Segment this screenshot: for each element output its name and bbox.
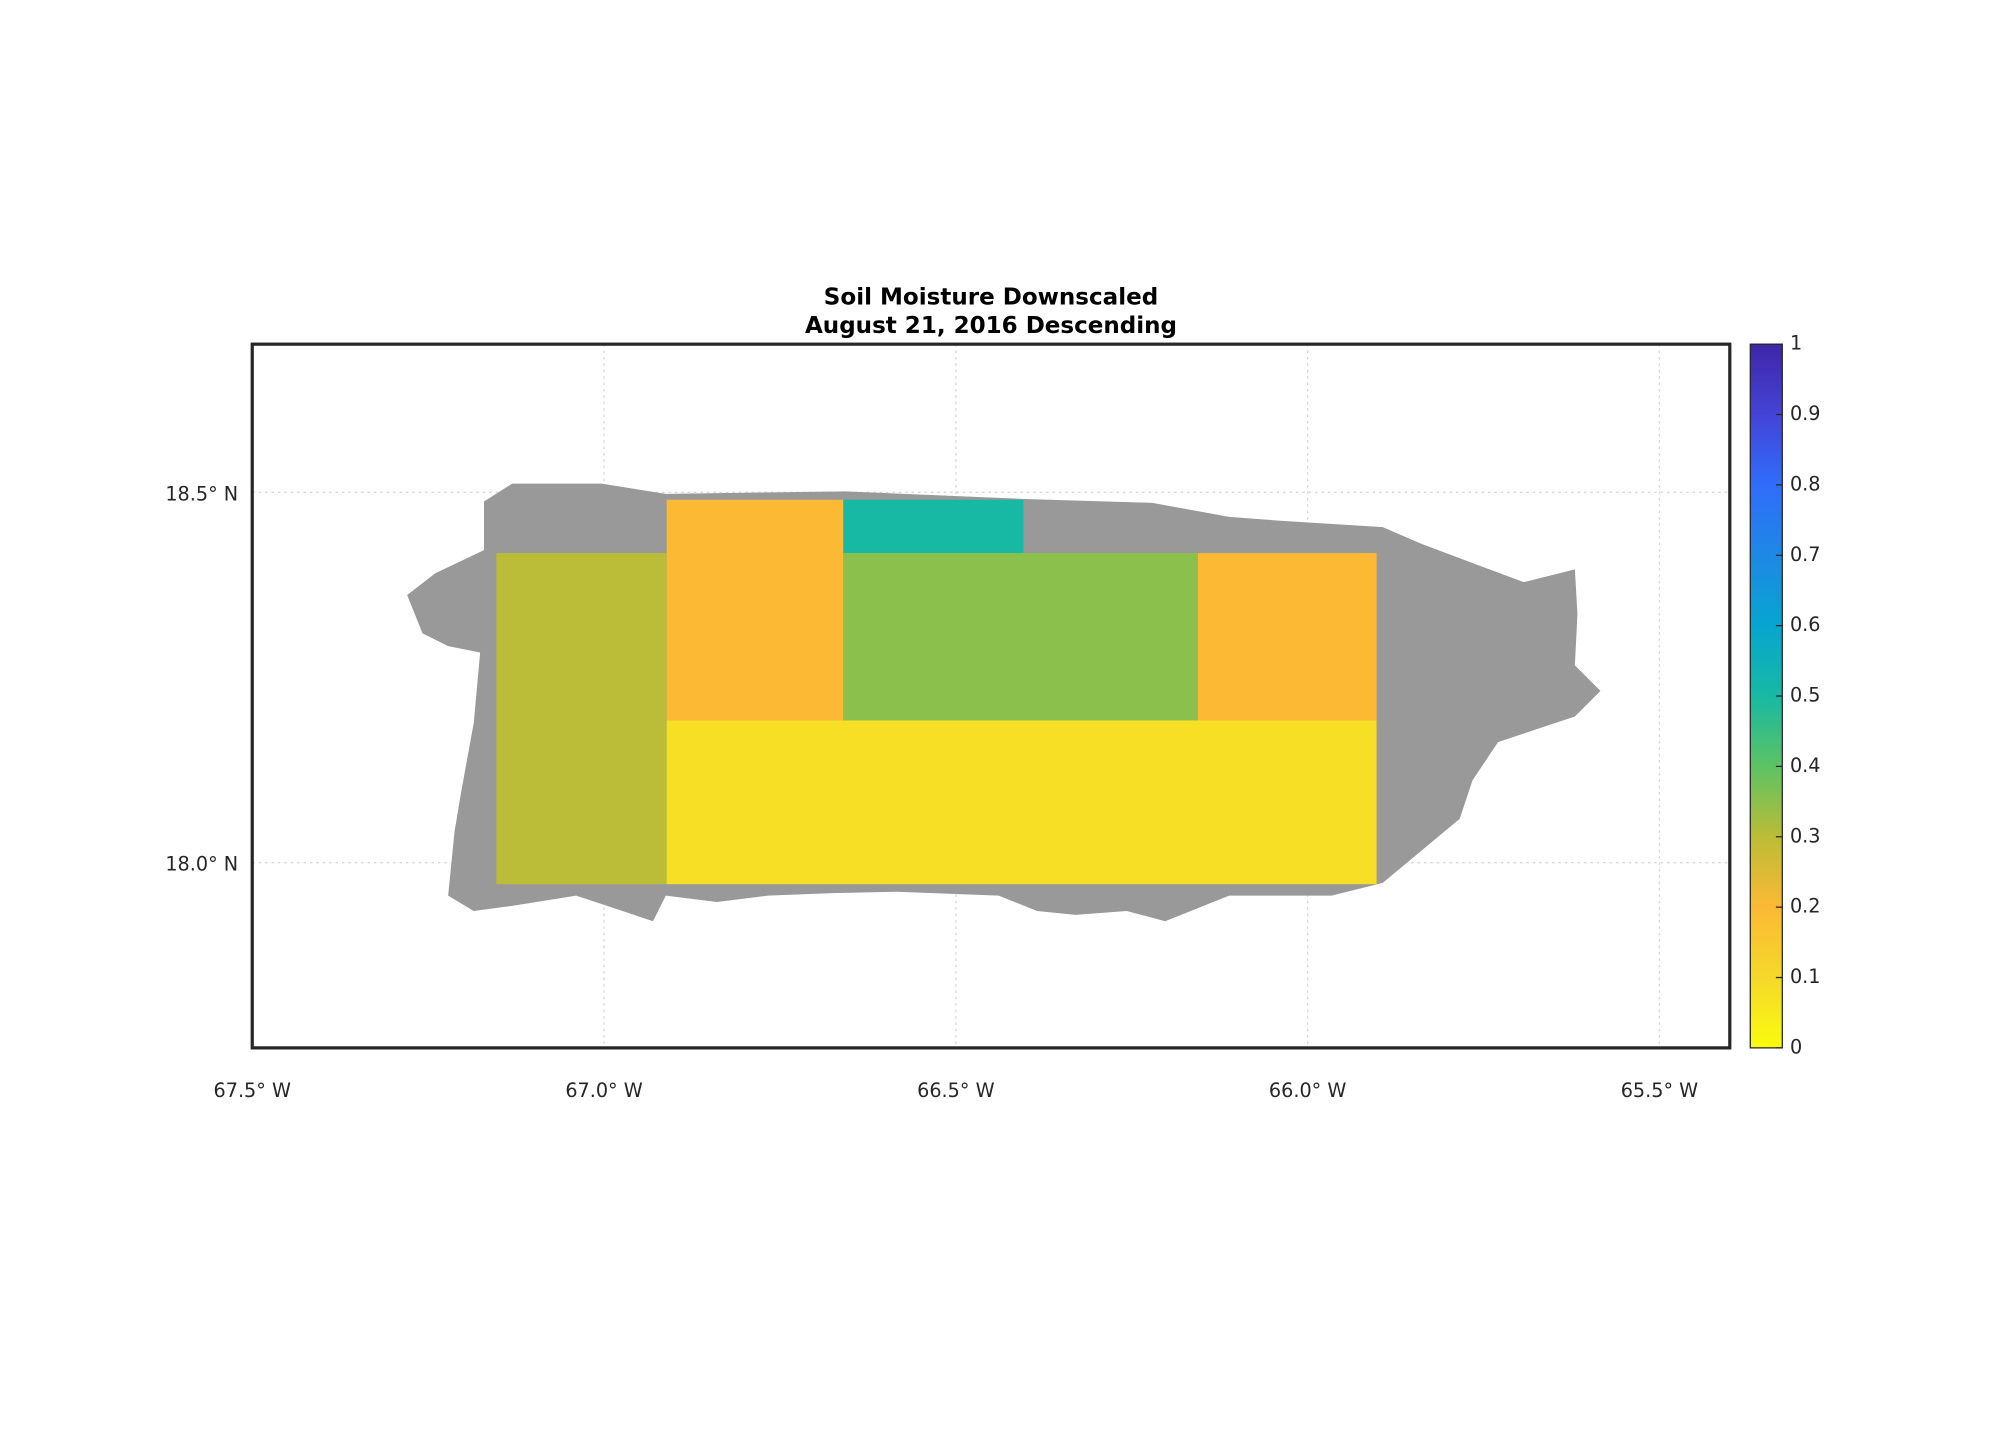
y-tick-label: 18.5° N <box>165 482 238 505</box>
colorbar-tick-label: 0.3 <box>1790 824 1821 847</box>
chart-title: Soil Moisture Downscaled <box>824 285 1158 311</box>
colorbar-tick-label: 0.9 <box>1790 402 1821 425</box>
axes-box <box>250 342 1732 1050</box>
y-tick-label: 18.0° N <box>165 853 238 876</box>
x-tick-label: 66.5° W <box>917 1079 994 1102</box>
colorbar-tick-label: 0.7 <box>1790 543 1821 566</box>
x-tick-label: 66.0° W <box>1269 1079 1346 1102</box>
colorbar-tick-label: 0.1 <box>1790 965 1821 988</box>
tile <box>496 553 667 885</box>
colorbar-tick-label: 0 <box>1790 1035 1802 1058</box>
tile <box>666 720 1377 885</box>
tile <box>843 499 1024 554</box>
colorbar-tick-label: 0.8 <box>1790 472 1821 495</box>
tile <box>843 553 1198 721</box>
colorbar-tick-label: 0.2 <box>1790 895 1821 918</box>
colorbar-tick-label: 0.5 <box>1790 684 1821 707</box>
colorbar-tick-label: 0.4 <box>1790 754 1821 777</box>
x-tick-label: 67.5° W <box>214 1079 291 1102</box>
tile <box>666 499 844 721</box>
tile <box>1197 553 1377 721</box>
x-tick-label: 67.0° W <box>565 1079 642 1102</box>
x-tick-label: 65.5° W <box>1621 1079 1698 1102</box>
colorbar-tick-label: 0.6 <box>1790 613 1821 636</box>
colorbar-tick-label: 1 <box>1790 332 1802 355</box>
chart-subtitle: August 21, 2016 Descending <box>805 313 1177 339</box>
